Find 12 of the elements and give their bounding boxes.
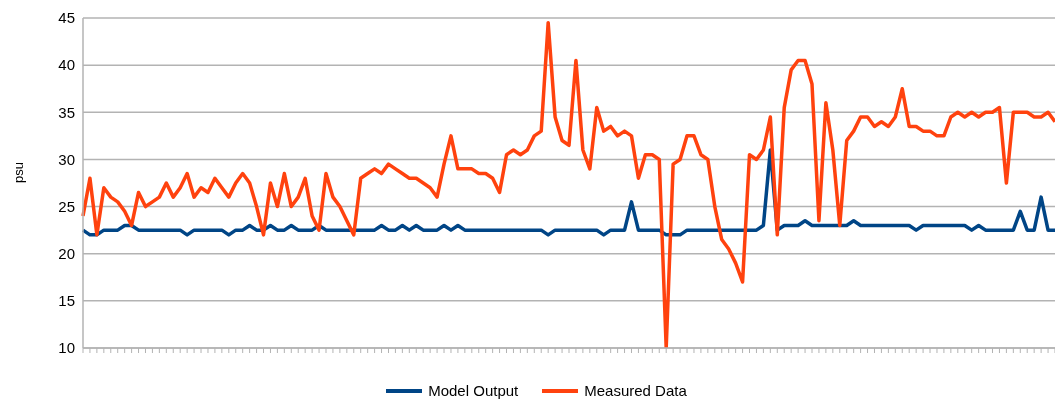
y-tick-label: 15 xyxy=(58,292,75,310)
line-series xyxy=(81,148,1055,237)
y-tick-label: 45 xyxy=(58,9,75,27)
y-axis-title: psu xyxy=(10,162,26,183)
y-tick-label: 40 xyxy=(58,56,75,74)
y-tick-label: 10 xyxy=(58,339,75,357)
legend-label: Model Output xyxy=(428,382,519,399)
legend-label: Measured Data xyxy=(584,382,687,399)
y-tick-label: 25 xyxy=(58,197,75,215)
y-tick-label: 35 xyxy=(58,103,75,121)
y-tick-label: 20 xyxy=(58,245,75,263)
y-tick-label: 30 xyxy=(58,150,75,168)
